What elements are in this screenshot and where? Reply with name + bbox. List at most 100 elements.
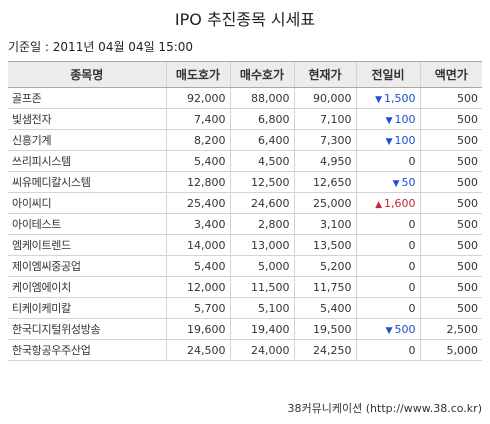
par-value-cell: 500 (419, 234, 482, 256)
change-value: 100 (394, 112, 416, 126)
par-value-cell: 500 (419, 129, 482, 151)
down-triangle-icon: ▼ (392, 178, 400, 189)
bid-price-cell: 88,000 (229, 87, 294, 109)
par-value-cell: 5,000 (419, 339, 482, 361)
table-row: 씨유메디칼시스템 12,800 12,500 12,650 ▼ 50 500 (8, 171, 482, 193)
change-cell: 0 (355, 276, 420, 298)
current-price-cell: 90,000 (293, 87, 356, 109)
change-cell: ▼ 100 (355, 108, 420, 130)
bid-price-cell: 19,400 (229, 318, 294, 340)
current-price-cell: 25,000 (293, 192, 356, 214)
header-change: 전일비 (355, 61, 420, 88)
change-value: 0 (408, 280, 416, 294)
change-value: 0 (408, 238, 416, 252)
bid-price-cell: 12,500 (229, 171, 294, 193)
change-cell: 0 (355, 297, 420, 319)
ipo-price-table: 종목명 매도호가 매수호가 현재가 전일비 액면가 골프존 92,000 88,00… (8, 61, 482, 361)
base-date: 기준일 : 2011년 04월 04일 15:00 (8, 40, 194, 54)
table-row: 한국항공우주산업 24,500 24,000 24,250 0 5,000 (8, 339, 482, 361)
header-name: 종목명 (8, 61, 166, 88)
table-row: 쓰리피시스템 5,400 4,500 4,950 0 500 (8, 150, 482, 172)
change-value: 0 (408, 217, 416, 231)
bid-price-cell: 11,500 (229, 276, 294, 298)
change-cell: ▼ 500 (355, 318, 420, 340)
change-value: 1,600 (384, 196, 416, 210)
stock-name-cell: 제이엠씨중공업 (8, 255, 166, 277)
stock-name-cell: 한국디지털위성방송 (8, 318, 166, 340)
stock-name-cell: 티케이케미칼 (8, 297, 166, 319)
par-value-cell: 500 (419, 255, 482, 277)
current-price-cell: 7,100 (293, 108, 356, 130)
bid-price-cell: 24,600 (229, 192, 294, 214)
stock-name-cell: 씨유메디칼시스템 (8, 171, 166, 193)
change-cell: 0 (355, 213, 420, 235)
header-bid: 매수호가 (229, 61, 294, 88)
table-row: 빛샘전자 7,400 6,800 7,100 ▼ 100 500 (8, 108, 482, 130)
current-price-cell: 5,200 (293, 255, 356, 277)
table-row: 케이엠에이치 12,000 11,500 11,750 0 500 (8, 276, 482, 298)
change-cell: ▼ 100 (355, 129, 420, 151)
par-value-cell: 2,500 (419, 318, 482, 340)
down-triangle-icon: ▼ (385, 325, 393, 336)
current-price-cell: 3,100 (293, 213, 356, 235)
stock-name-cell: 골프존 (8, 87, 166, 109)
up-triangle-icon: ▲ (375, 199, 382, 210)
table-row: 골프존 92,000 88,000 90,000 ▼ 1,500 500 (8, 87, 482, 109)
current-price-cell: 7,300 (293, 129, 356, 151)
ask-price-cell: 19,600 (165, 318, 230, 340)
par-value-cell: 500 (419, 108, 482, 130)
par-value-cell: 500 (419, 192, 482, 214)
change-value: 0 (408, 343, 416, 357)
bid-price-cell: 2,800 (229, 213, 294, 235)
stock-name-cell: 한국항공우주산업 (8, 339, 166, 361)
par-value-cell: 500 (419, 276, 482, 298)
change-value: 0 (408, 259, 416, 273)
par-value-cell: 500 (419, 213, 482, 235)
table-row: 신흥기계 8,200 6,400 7,300 ▼ 100 500 (8, 129, 482, 151)
ask-price-cell: 5,700 (165, 297, 230, 319)
table-row: 한국디지털위성방송 19,600 19,400 19,500 ▼ 500 2,500 (8, 318, 482, 340)
stock-name-cell: 아이테스트 (8, 213, 166, 235)
par-value-cell: 500 (419, 87, 482, 109)
ask-price-cell: 12,800 (165, 171, 230, 193)
stock-name-cell: 아이씨디 (8, 192, 166, 214)
current-price-cell: 12,650 (293, 171, 356, 193)
bid-price-cell: 5,100 (229, 297, 294, 319)
table-row: 아이테스트 3,400 2,800 3,100 0 500 (8, 213, 482, 235)
current-price-cell: 24,250 (293, 339, 356, 361)
table-row: 티케이케미칼 5,700 5,100 5,400 0 500 (8, 297, 482, 319)
ask-price-cell: 12,000 (165, 276, 230, 298)
stock-name-cell: 빛샘전자 (8, 108, 166, 130)
ask-price-cell: 5,400 (165, 150, 230, 172)
par-value-cell: 500 (419, 297, 482, 319)
bid-price-cell: 24,000 (229, 339, 294, 361)
bid-price-cell: 6,800 (229, 108, 294, 130)
bid-price-cell: 4,500 (229, 150, 294, 172)
change-cell: 0 (355, 234, 420, 256)
ask-price-cell: 24,500 (165, 339, 230, 361)
ask-price-cell: 7,400 (165, 108, 230, 130)
change-cell: ▼ 1,500 (355, 87, 420, 109)
change-value: 1,500 (384, 91, 416, 105)
header-par: 액면가 (419, 61, 482, 88)
ask-price-cell: 5,400 (165, 255, 230, 277)
change-value: 50 (401, 175, 416, 189)
par-value-cell: 500 (419, 171, 482, 193)
change-value: 500 (394, 322, 416, 336)
table-row: 엠케이트렌드 14,000 13,000 13,500 0 500 (8, 234, 482, 256)
bid-price-cell: 5,000 (229, 255, 294, 277)
change-cell: 0 (355, 339, 420, 361)
change-value: 0 (408, 154, 416, 168)
bid-price-cell: 13,000 (229, 234, 294, 256)
down-triangle-icon: ▼ (385, 136, 393, 147)
table-row: 아이씨디 25,400 24,600 25,000 ▲ 1,600 500 (8, 192, 482, 214)
source-credit: 38커뮤니케이션 (http://www.38.co.kr) (287, 402, 482, 415)
change-cell: 0 (355, 150, 420, 172)
stock-name-cell: 케이엠에이치 (8, 276, 166, 298)
stock-name-cell: 쓰리피시스템 (8, 150, 166, 172)
table-header-row: 종목명 매도호가 매수호가 현재가 전일비 액면가 (8, 61, 482, 88)
current-price-cell: 5,400 (293, 297, 356, 319)
ask-price-cell: 92,000 (165, 87, 230, 109)
stock-name-cell: 신흥기계 (8, 129, 166, 151)
current-price-cell: 13,500 (293, 234, 356, 256)
